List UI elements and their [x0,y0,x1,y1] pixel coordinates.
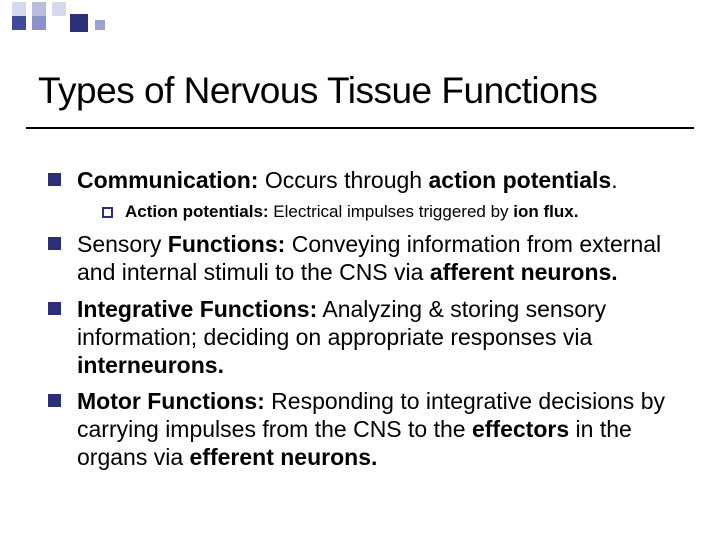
title-underline [26,127,694,129]
slide-body: Communication: Occurs through action pot… [48,160,672,479]
decoration-square [95,20,105,30]
list-item: Communication: Occurs through action pot… [48,166,672,194]
list-item-text: Sensory Functions: Conveying information… [77,230,672,286]
decoration-square [12,2,26,16]
text-run: ion flux. [513,202,578,221]
text-run: effectors [472,416,569,442]
square-bullet-icon [48,173,61,186]
text-run: efferent neurons. [190,444,378,470]
decoration-square [32,16,46,30]
decoration-square [12,16,26,30]
list-item: Sensory Functions: Conveying information… [48,230,672,286]
text-run: Action potentials: [125,202,269,221]
square-bullet-icon [48,237,61,250]
text-run: Electrical impulses triggered by [269,202,514,221]
slide-title: Types of Nervous Tissue Functions [38,70,682,112]
hollow-square-bullet-icon [102,207,113,218]
list-item: Integrative Functions: Analyzing & stori… [48,295,672,379]
decoration-square [32,2,46,16]
text-run: afferent neurons. [430,259,618,285]
square-bullet-icon [48,302,61,315]
text-run: . [611,167,617,193]
decoration-square [52,2,66,16]
list-item-text: Communication: Occurs through action pot… [77,166,618,194]
list-item-text: Motor Functions: Responding to integrati… [77,387,672,471]
text-run: Occurs through [258,167,428,193]
decoration-square [70,14,88,32]
text-run: Functions: [168,231,286,257]
square-bullet-icon [48,394,61,407]
text-run: Sensory [77,231,168,257]
text-run: interneurons. [77,352,224,378]
list-item-text: Action potentials: Electrical impulses t… [125,202,578,222]
text-run: Motor Functions: [77,388,265,414]
list-item-text: Integrative Functions: Analyzing & stori… [77,295,672,379]
text-run: Integrative Functions: [77,296,317,322]
text-run: Communication: [77,167,258,193]
list-item: Action potentials: Electrical impulses t… [102,202,672,222]
title-area: Types of Nervous Tissue Functions [38,70,682,112]
header-decoration [0,0,720,30]
list-item: Motor Functions: Responding to integrati… [48,387,672,471]
text-run: action potentials [428,167,611,193]
